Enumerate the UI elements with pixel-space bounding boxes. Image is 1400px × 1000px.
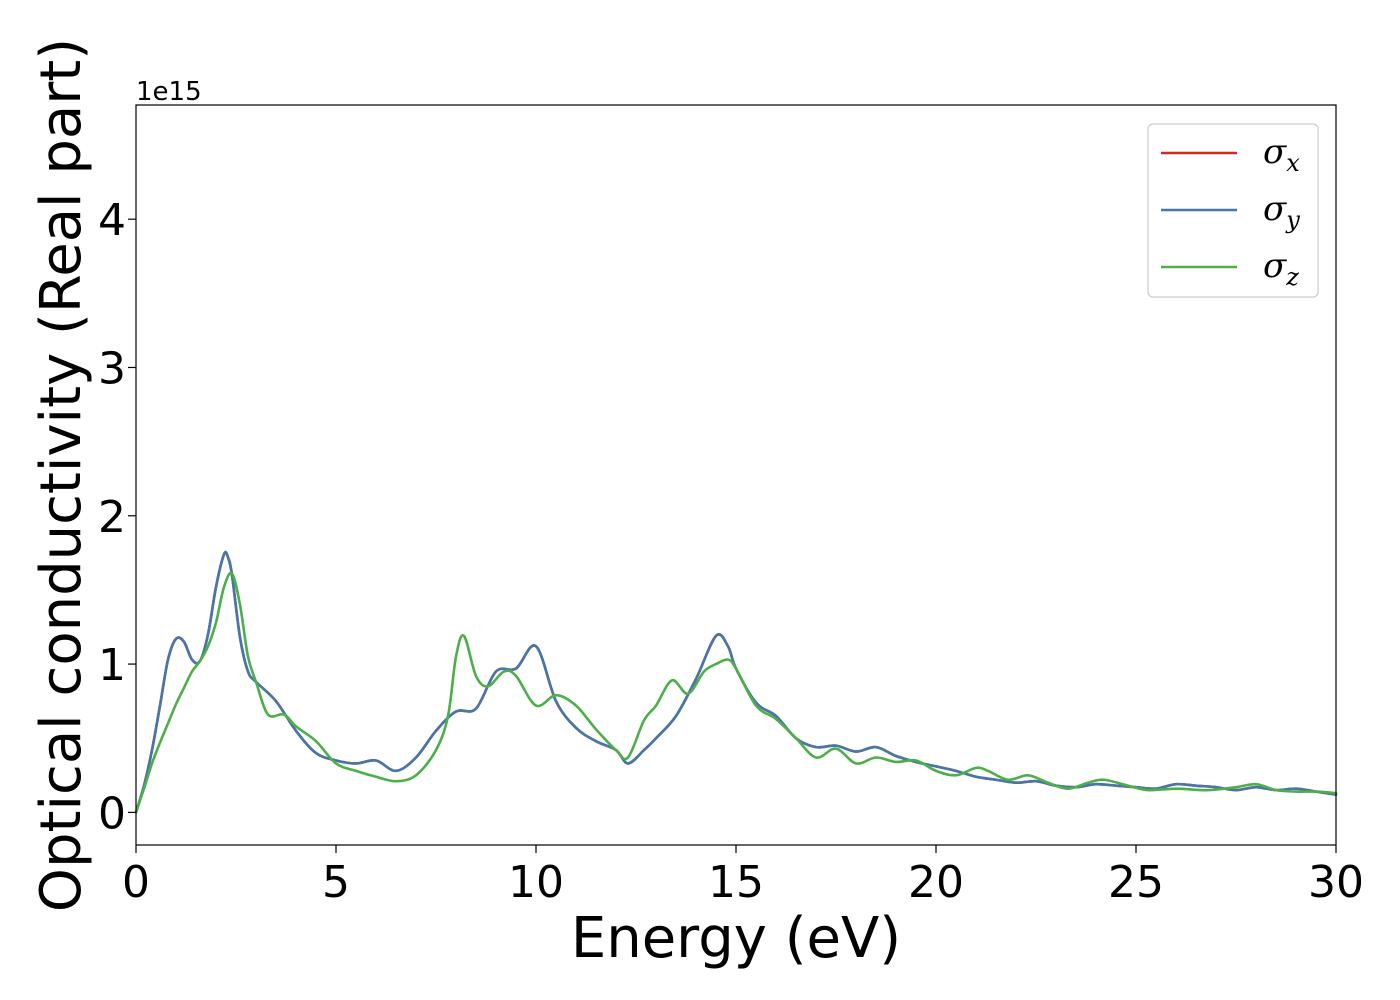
legend-label-y: σy [1263,189,1300,234]
series-layer [134,550,1338,814]
y-axis-ticks: 0 1 2 3 4 [98,195,136,839]
legend: σx σy σz [1147,123,1319,298]
y-tick-label: 0 [98,788,126,839]
y-tick-label: 1 [98,640,126,691]
legend-label-z: σz [1263,246,1299,291]
y-tick-label: 2 [98,492,126,543]
y-axis-label: Optical conductivity (Real part) [29,38,94,912]
series-line-z [134,571,1338,814]
x-tick-label: 10 [508,857,564,908]
x-tick-label: 20 [908,857,964,908]
x-tick-label: 15 [708,857,764,908]
y-tick-label: 4 [98,195,126,246]
y-tick-label: 3 [98,343,126,394]
x-tick-label: 30 [1308,857,1364,908]
x-tick-label: 0 [122,857,150,908]
legend-label-x: σx [1263,132,1300,177]
x-axis-ticks: 0 5 10 15 20 25 30 [122,845,1364,908]
series-line-y [134,550,1338,814]
x-tick-label: 25 [1108,857,1164,908]
y-axis-offset-label: 1e15 [136,77,202,107]
x-tick-label: 5 [322,857,350,908]
x-axis-label: Energy (eV) [571,906,901,971]
legend-items: σx σy σz [1161,132,1300,291]
